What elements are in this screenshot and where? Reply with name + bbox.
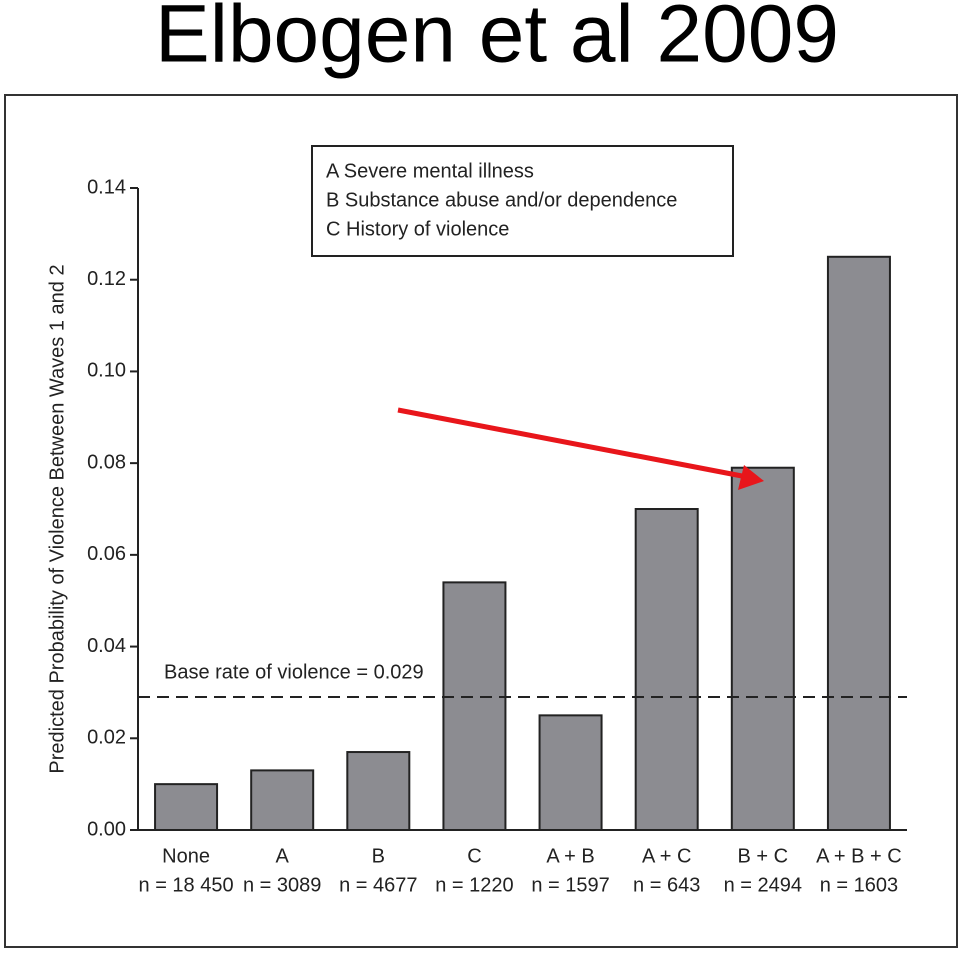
legend-note: B Substance abuse and/or dependence (326, 189, 677, 211)
slide-title: Elbogen et al 2009 (155, 0, 839, 80)
baseline-label: Base rate of violence = 0.029 (164, 661, 424, 683)
y-tick-label: 0.00 (87, 818, 126, 840)
bar (730, 466, 795, 831)
x-tick-label: A + B (546, 845, 594, 867)
sample-size-label: n = 4677 (339, 874, 417, 896)
y-tick-label: 0.04 (87, 635, 126, 657)
legend-box (311, 145, 734, 257)
plot: Predicted Probability of Violence Betwee… (46, 160, 907, 896)
x-tick-label: C (467, 845, 481, 867)
y-tick-label: 0.10 (87, 360, 126, 382)
sample-size-label: n = 3089 (243, 874, 321, 896)
x-tick-label: A + B + C (816, 845, 902, 867)
bar (250, 769, 315, 832)
bar (154, 783, 219, 832)
x-tick-label: B + C (738, 845, 789, 867)
bar (538, 714, 603, 831)
legend-note: C History of violence (326, 218, 509, 240)
sample-size-label: n = 18 450 (139, 874, 234, 896)
bar (346, 751, 411, 831)
x-tick-label: B (372, 845, 385, 867)
sample-size-label: n = 1220 (435, 874, 513, 896)
y-tick-label: 0.12 (87, 268, 126, 290)
x-tick-label: A (276, 845, 290, 867)
bar (826, 255, 891, 831)
legend-note: A Severe mental illness (326, 160, 534, 182)
x-tick-label: A + C (642, 845, 691, 867)
y-axis-title: Predicted Probability of Violence Betwee… (46, 264, 68, 773)
y-tick-label: 0.14 (87, 176, 126, 198)
y-tick-label: 0.06 (87, 543, 126, 565)
x-tick-label: None (162, 845, 210, 867)
arrow-head (738, 465, 764, 490)
y-tick-label: 0.02 (87, 727, 126, 749)
sample-size-label: n = 643 (633, 874, 700, 896)
arrow-shaft (397, 407, 743, 479)
bar (634, 508, 699, 831)
sample-size-label: n = 2494 (724, 874, 802, 896)
y-tick-label: 0.08 (87, 451, 126, 473)
sample-size-label: n = 1603 (820, 874, 898, 896)
sample-size-label: n = 1597 (531, 874, 609, 896)
bar (442, 581, 507, 831)
